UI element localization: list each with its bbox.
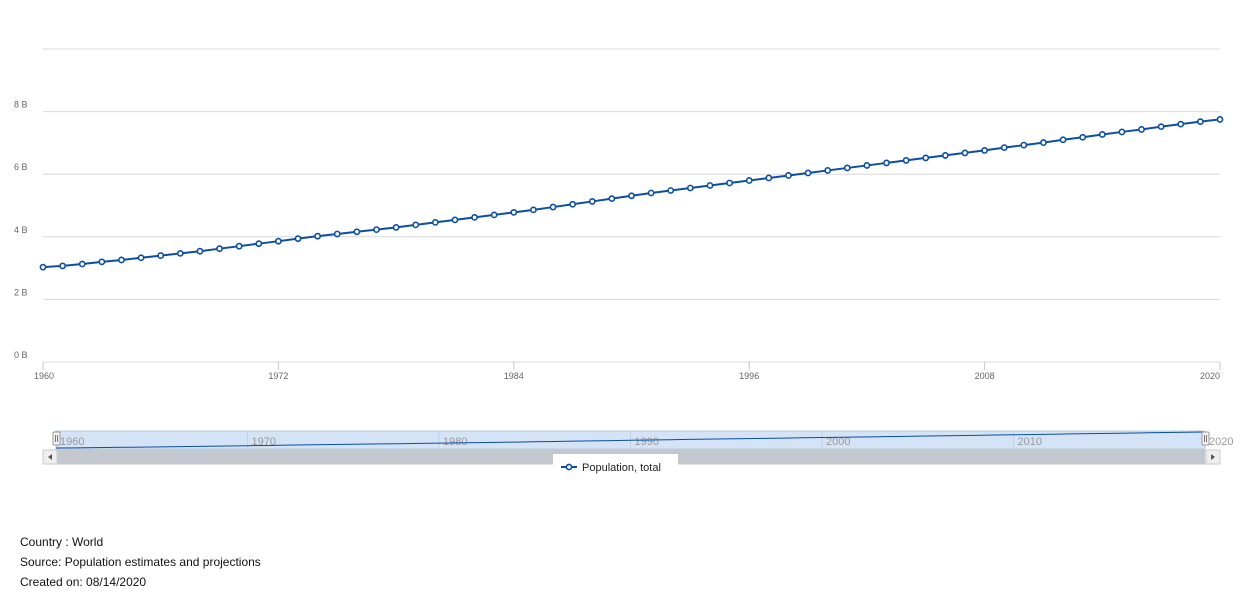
- data-point[interactable]: [1040, 139, 1047, 146]
- navigator-tick-label: 2010: [1018, 436, 1042, 448]
- footer-source: Source: Population estimates and project…: [20, 555, 261, 569]
- data-point[interactable]: [235, 242, 243, 250]
- data-point[interactable]: [765, 174, 773, 182]
- data-point[interactable]: [883, 159, 890, 167]
- y-tick-label: 2 B: [14, 287, 28, 297]
- data-point[interactable]: [628, 192, 635, 200]
- series-population: [39, 116, 1224, 271]
- x-tick-label: 1996: [739, 371, 759, 381]
- data-point[interactable]: [608, 195, 616, 203]
- data-point[interactable]: [785, 172, 792, 179]
- data-point[interactable]: [431, 219, 439, 226]
- y-tick-label: 8 B: [14, 100, 28, 110]
- data-point[interactable]: [216, 245, 223, 253]
- y-axis-ticks: 0 B 2 B 4 B 6 B 8 B: [14, 100, 28, 360]
- data-point[interactable]: [59, 262, 67, 270]
- data-point[interactable]: [39, 263, 47, 271]
- data-point[interactable]: [686, 184, 694, 192]
- data-point[interactable]: [667, 187, 675, 194]
- data-point[interactable]: [941, 152, 949, 159]
- y-tick-label: 0 B: [14, 350, 28, 360]
- data-point[interactable]: [981, 147, 988, 154]
- data-point[interactable]: [902, 157, 910, 164]
- footer-country: Country : World: [20, 535, 104, 549]
- legend[interactable]: Population, total: [553, 454, 678, 476]
- data-point[interactable]: [588, 198, 596, 205]
- data-point[interactable]: [274, 237, 282, 245]
- data-point[interactable]: [78, 260, 86, 268]
- data-point[interactable]: [353, 228, 361, 236]
- data-point[interactable]: [922, 154, 930, 162]
- data-point[interactable]: [1079, 133, 1087, 141]
- data-point[interactable]: [1138, 126, 1145, 133]
- x-axis: 1960 1972 1984 1996 2008 2020: [34, 362, 1221, 381]
- arrow-right-icon: [1211, 454, 1215, 460]
- x-tick-label: 1960: [34, 371, 54, 381]
- chart-footer: Country : World Source: Population estim…: [20, 532, 261, 592]
- data-point[interactable]: [1177, 120, 1185, 128]
- data-point[interactable]: [98, 258, 106, 266]
- data-point[interactable]: [647, 189, 655, 197]
- navigator-tick-label: 2020: [1209, 436, 1233, 448]
- data-point[interactable]: [804, 169, 812, 177]
- data-point[interactable]: [1118, 128, 1126, 136]
- data-point[interactable]: [549, 203, 557, 211]
- arrow-left-icon: [48, 454, 52, 460]
- data-point[interactable]: [1216, 116, 1224, 123]
- navigator-handle[interactable]: [52, 431, 61, 446]
- gridlines: [43, 48, 1220, 363]
- navigator-tick-label: 1990: [635, 436, 659, 448]
- data-point[interactable]: [530, 206, 537, 214]
- navigator-tick-label: 1980: [443, 436, 467, 448]
- data-point[interactable]: [157, 252, 165, 259]
- data-point[interactable]: [706, 182, 714, 189]
- data-point[interactable]: [451, 216, 459, 224]
- data-point[interactable]: [961, 149, 969, 157]
- data-point[interactable]: [118, 256, 125, 264]
- data-point[interactable]: [255, 240, 263, 248]
- x-tick-label: 2008: [975, 371, 995, 381]
- data-point[interactable]: [412, 221, 420, 229]
- data-point[interactable]: [137, 254, 145, 262]
- x-tick-label: 1972: [268, 371, 288, 381]
- data-point[interactable]: [726, 179, 733, 187]
- legend-label[interactable]: Population, total: [582, 462, 661, 474]
- data-point[interactable]: [1157, 123, 1165, 131]
- y-tick-label: 4 B: [14, 225, 28, 235]
- y-tick-label: 6 B: [14, 162, 28, 172]
- data-point[interactable]: [824, 167, 832, 174]
- data-point[interactable]: [471, 213, 478, 221]
- x-tick-label: 2020: [1200, 371, 1220, 381]
- data-point[interactable]: [196, 247, 204, 255]
- data-point[interactable]: [314, 232, 322, 240]
- data-point[interactable]: [176, 249, 184, 257]
- navigator-tick-label: 1970: [252, 436, 276, 448]
- navigator-handle[interactable]: [1201, 431, 1210, 446]
- data-point[interactable]: [745, 177, 753, 184]
- data-point[interactable]: [510, 208, 518, 216]
- range-navigator[interactable]: 1960 1970 1980 1990 2000 2010 2020: [52, 430, 1233, 450]
- footer-created: Created on: 08/14/2020: [20, 575, 147, 589]
- data-point[interactable]: [1059, 136, 1067, 144]
- data-point[interactable]: [373, 226, 380, 234]
- data-point[interactable]: [490, 211, 498, 219]
- data-point[interactable]: [843, 164, 851, 172]
- navigator-series-line: [55, 431, 1206, 449]
- x-tick-label: 1984: [504, 371, 524, 381]
- data-point[interactable]: [1000, 144, 1008, 151]
- data-point[interactable]: [1196, 118, 1204, 126]
- data-point[interactable]: [569, 200, 577, 208]
- data-point[interactable]: [294, 235, 302, 243]
- legend-box: [553, 454, 678, 476]
- navigator-tick-label: 1960: [60, 436, 84, 448]
- data-point[interactable]: [392, 224, 400, 231]
- data-point[interactable]: [333, 230, 341, 238]
- data-point[interactable]: [863, 162, 871, 169]
- data-point[interactable]: [1098, 131, 1106, 138]
- data-point[interactable]: [1020, 141, 1028, 149]
- legend-marker-icon: [565, 463, 573, 471]
- navigator-tick-label: 2000: [826, 436, 850, 448]
